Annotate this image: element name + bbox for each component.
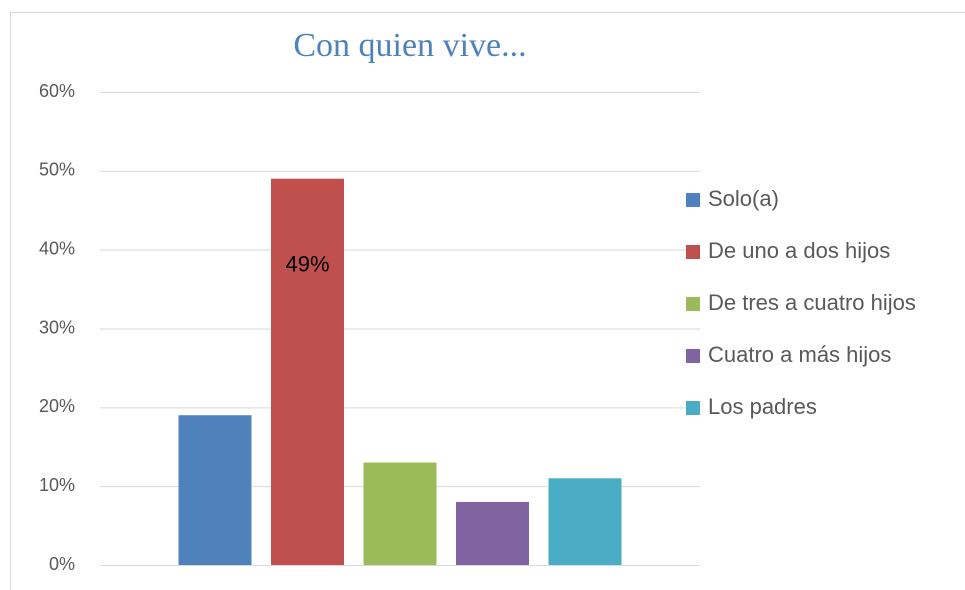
y-tick-label: 0% — [49, 554, 75, 574]
legend-swatch — [686, 193, 700, 207]
y-tick-label: 30% — [39, 317, 75, 337]
y-tick-label: 60% — [39, 81, 75, 101]
chart-title: Con quien vive... — [293, 27, 526, 64]
y-tick-label: 10% — [39, 475, 75, 495]
y-tick-label: 40% — [39, 238, 75, 258]
legend-swatch — [686, 245, 700, 259]
legend-swatch — [686, 401, 700, 415]
chart-border — [10, 12, 965, 590]
legend-label: De uno a dos hijos — [708, 238, 890, 263]
legend-label: Solo(a) — [708, 186, 779, 211]
bar — [271, 178, 344, 565]
y-tick-label: 50% — [39, 160, 75, 180]
bar — [456, 501, 529, 565]
bar — [548, 478, 622, 565]
y-tick-label: 20% — [39, 396, 75, 416]
bar — [363, 462, 437, 565]
legend-label: De tres a cuatro hijos — [708, 290, 916, 315]
bar — [178, 415, 252, 565]
legend-label: Cuatro a más hijos — [708, 342, 891, 367]
legend-label: Los padres — [708, 394, 817, 419]
data-label: 49% — [285, 252, 329, 277]
legend-swatch — [686, 349, 700, 363]
legend-swatch — [686, 297, 700, 311]
